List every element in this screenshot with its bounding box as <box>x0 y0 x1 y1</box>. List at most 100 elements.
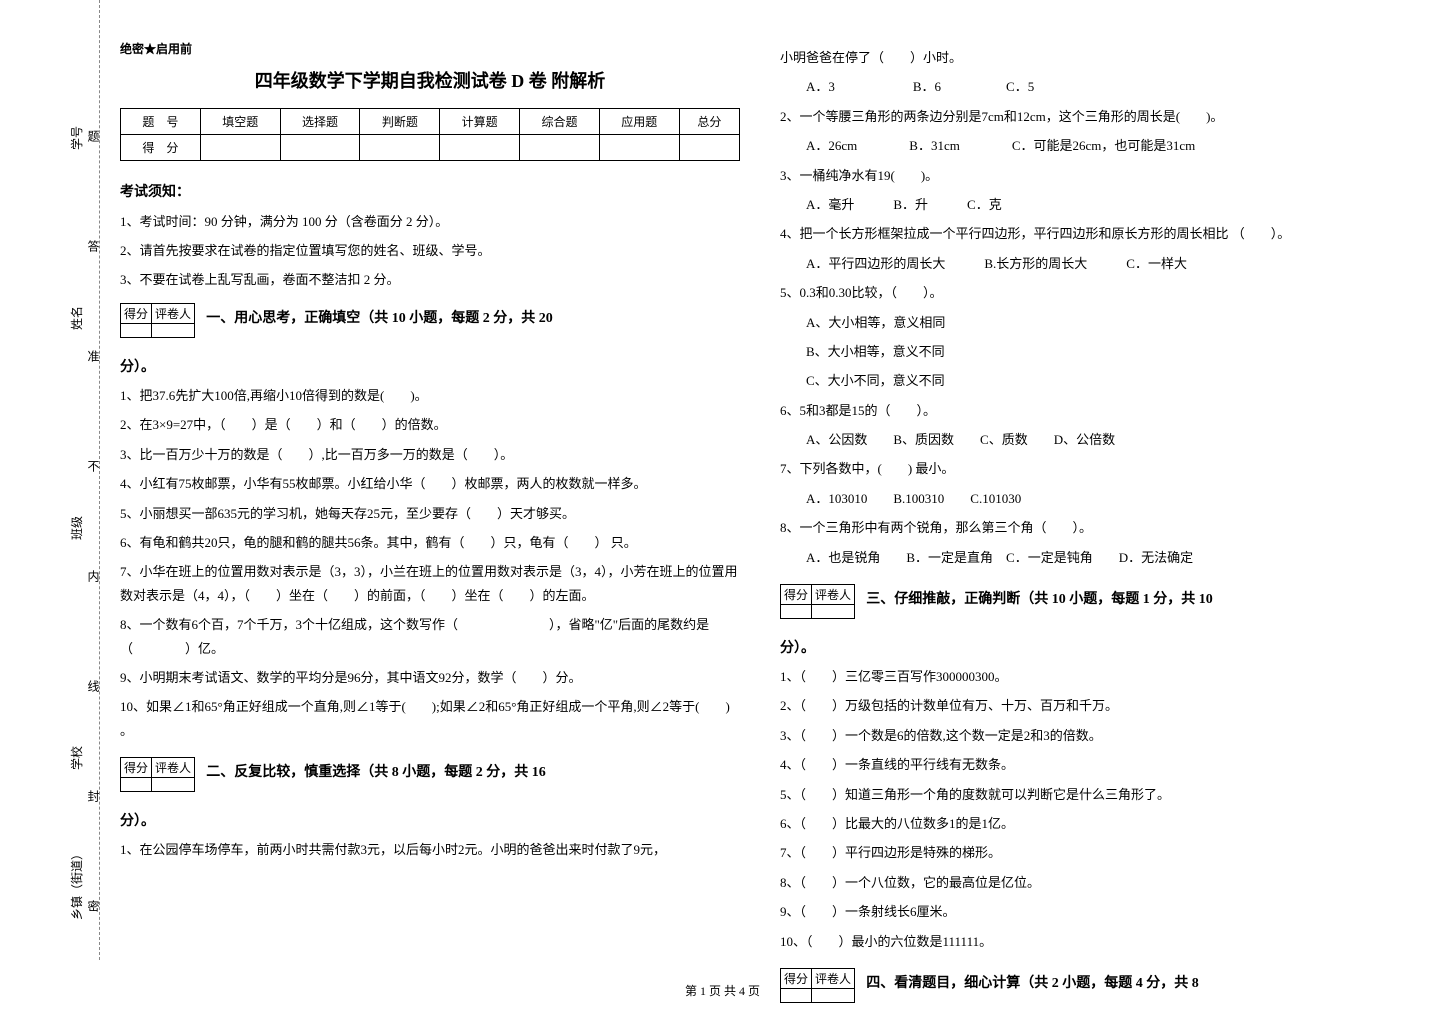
s1-q5: 5、小丽想买一部635元的学习机，她每天存25元，至少要存（ ）天才够买。 <box>120 502 740 525</box>
marker-empty <box>152 778 195 792</box>
marker-reviewer: 评卷人 <box>152 304 195 324</box>
section-1-title-cont: 分）。 <box>120 356 740 376</box>
s2-q3: 3、一桶纯净水有19( )。 <box>780 164 1400 187</box>
s3-q7: 7、（ ）平行四边形是特殊的梯形。 <box>780 841 1400 864</box>
marker-empty <box>812 605 855 619</box>
binding-label-0: 乡镇（街道） <box>68 848 85 920</box>
page-content: 绝密★启用前 四年级数学下学期自我检测试卷 D 卷 附解析 题 号 填空题 选择… <box>120 40 1420 1003</box>
score-table: 题 号 填空题 选择题 判断题 计算题 综合题 应用题 总分 得 分 <box>120 108 740 161</box>
s3-q4: 4、（ ）一条直线的平行线有无数条。 <box>780 753 1400 776</box>
dash-text-2: 线 <box>85 680 102 692</box>
s2-q4: 4、把一个长方形框架拉成一个平行四边形，平行四边形和原长方形的周长相比 （ ）。 <box>780 222 1400 245</box>
s1-q4: 4、小红有75枚邮票，小华有55枚邮票。小红给小华（ ）枚邮票，两人的枚数就一样… <box>120 472 740 495</box>
dash-text-5: 准 <box>85 350 102 362</box>
score-cell <box>520 135 600 161</box>
dash-text-6: 答 <box>85 240 102 252</box>
score-cell <box>280 135 360 161</box>
score-header-2: 选择题 <box>280 109 360 135</box>
score-cell <box>200 135 280 161</box>
main-title: 四年级数学下学期自我检测试卷 D 卷 附解析 <box>120 67 740 93</box>
instructions-heading: 考试须知： <box>120 181 740 201</box>
section-3-title-cont: 分）。 <box>780 637 1400 657</box>
s1-q10: 10、如果∠1和65°角正好组成一个直角,则∠1等于( );如果∠2和65°角正… <box>120 695 740 742</box>
dash-text-0: 密 <box>85 900 102 912</box>
binding-edge: 乡镇（街道） 学校 班级 姓名 学号 密 封 线 内 不 准 答 题 <box>0 0 100 960</box>
section-2-block: 得分评卷人 二、反复比较，慎重选择（共 8 小题，每题 2 分，共 16 <box>120 757 740 792</box>
s2-q5-b: B、大小相等，意义不同 <box>780 340 1400 363</box>
section-3-title: 三、仔细推敲，正确判断（共 10 小题，每题 1 分，共 10 <box>866 592 1213 607</box>
score-cell <box>360 135 440 161</box>
marker-empty <box>781 605 812 619</box>
marker-score: 得分 <box>781 585 812 605</box>
s1-q2: 2、在3×9=27中，（ ）是（ ）和（ ）的倍数。 <box>120 413 740 436</box>
marker-reviewer: 评卷人 <box>152 758 195 778</box>
score-header-4: 计算题 <box>440 109 520 135</box>
s2-q4-opts: A．平行四边形的周长大 B.长方形的周长大 C．一样大 <box>780 252 1400 275</box>
section-2-title-cont: 分）。 <box>120 810 740 830</box>
left-column: 绝密★启用前 四年级数学下学期自我检测试卷 D 卷 附解析 题 号 填空题 选择… <box>120 40 740 1003</box>
binding-label-4: 学号 <box>68 126 85 150</box>
table-row: 题 号 填空题 选择题 判断题 计算题 综合题 应用题 总分 <box>121 109 740 135</box>
s2-q2: 2、一个等腰三角形的两条边分别是7cm和12cm，这个三角形的周长是( )。 <box>780 105 1400 128</box>
s1-q1: 1、把37.6先扩大100倍,再缩小10倍得到的数是( )。 <box>120 384 740 407</box>
s1-q9: 9、小明期末考试语文、数学的平均分是96分，其中语文92分，数学（ ）分。 <box>120 666 740 689</box>
s1-q3: 3、比一百万少十万的数是（ ）,比一百万多一万的数是（ ）。 <box>120 443 740 466</box>
dash-text-4: 不 <box>85 460 102 472</box>
s3-q5: 5、（ ）知道三角形一个角的度数就可以判断它是什么三角形了。 <box>780 783 1400 806</box>
binding-label-3: 姓名 <box>68 306 85 330</box>
score-header-7: 总分 <box>679 109 739 135</box>
s3-q3: 3、（ ）一个数是6的倍数,这个数一定是2和3的倍数。 <box>780 724 1400 747</box>
marker-score: 得分 <box>121 758 152 778</box>
instruction-2: 2、请首先按要求在试卷的指定位置填写您的姓名、班级、学号。 <box>120 240 740 259</box>
s3-q6: 6、（ ）比最大的八位数多1的是1亿。 <box>780 812 1400 835</box>
s2-q8-opts: A．也是锐角 B．一定是直角 C．一定是钝角 D．无法确定 <box>780 546 1400 569</box>
dash-text-3: 内 <box>85 570 102 582</box>
s3-q1: 1、（ ）三亿零三百写作300000300。 <box>780 665 1400 688</box>
s1-q6: 6、有龟和鹤共20只，龟的腿和鹤的腿共56条。其中，鹤有（ ）只，龟有（ ） 只… <box>120 531 740 554</box>
binding-label-1: 学校 <box>68 746 85 770</box>
s2-q8: 8、一个三角形中有两个锐角，那么第三个角（ ）。 <box>780 516 1400 539</box>
s1-q8: 8、一个数有6个百，7个千万，3个十亿组成，这个数写作（ ），省略"亿"后面的尾… <box>120 613 740 660</box>
s2-q6: 6、5和3都是15的（ ）。 <box>780 399 1400 422</box>
s1-q7: 7、小华在班上的位置用数对表示是（3，3），小兰在班上的位置用数对表示是（3，4… <box>120 560 740 607</box>
score-cell <box>599 135 679 161</box>
confidential-label: 绝密★启用前 <box>120 40 740 57</box>
instruction-3: 3、不要在试卷上乱写乱画，卷面不整洁扣 2 分。 <box>120 269 740 288</box>
s2-q1-intro: 1、在公园停车场停车，前两小时共需付款3元，以后每小时2元。小明的爸爸出来时付款… <box>120 838 740 861</box>
s2-q6-opts: A、公因数 B、质因数 C、质数 D、公倍数 <box>780 428 1400 451</box>
section-3-block: 得分评卷人 三、仔细推敲，正确判断（共 10 小题，每题 1 分，共 10 <box>780 584 1400 619</box>
score-row-label: 得 分 <box>121 135 201 161</box>
marker-box-1: 得分评卷人 <box>120 303 195 338</box>
score-cell <box>679 135 739 161</box>
s3-q8: 8、（ ）一个八位数，它的最高位是亿位。 <box>780 871 1400 894</box>
section-1-block: 得分评卷人 一、用心思考，正确填空（共 10 小题，每题 2 分，共 20 <box>120 303 740 338</box>
s2-q1-opts: A．3 B．6 C．5 <box>780 75 1400 98</box>
s2-q2-opts: A．26cm B．31cm C．可能是26cm，也可能是31cm <box>780 134 1400 157</box>
score-header-3: 判断题 <box>360 109 440 135</box>
marker-empty <box>152 324 195 338</box>
s2-q3-opts: A．毫升 B．升 C．克 <box>780 193 1400 216</box>
s2-q5-c: C、大小不同，意义不同 <box>780 369 1400 392</box>
s3-q2: 2、（ ）万级包括的计数单位有万、十万、百万和千万。 <box>780 694 1400 717</box>
marker-reviewer: 评卷人 <box>812 585 855 605</box>
s3-q9: 9、（ ）一条射线长6厘米。 <box>780 900 1400 923</box>
binding-label-2: 班级 <box>68 516 85 540</box>
score-header-0: 题 号 <box>121 109 201 135</box>
section-1-title: 一、用心思考，正确填空（共 10 小题，每题 2 分，共 20 <box>206 311 553 326</box>
s2-q5: 5、0.3和0.30比较，（ ）。 <box>780 281 1400 304</box>
score-header-6: 应用题 <box>599 109 679 135</box>
section-2-title: 二、反复比较，慎重选择（共 8 小题，每题 2 分，共 16 <box>206 765 546 780</box>
score-cell <box>440 135 520 161</box>
dash-text-7: 题 <box>85 130 102 142</box>
s2-q1-cont: 小明爸爸在停了（ ）小时。 <box>780 46 1400 69</box>
marker-box-2: 得分评卷人 <box>120 757 195 792</box>
marker-box-3: 得分评卷人 <box>780 584 855 619</box>
s2-q7: 7、下列各数中，( ) 最小。 <box>780 457 1400 480</box>
marker-score: 得分 <box>121 304 152 324</box>
score-header-1: 填空题 <box>200 109 280 135</box>
page-footer: 第 1 页 共 4 页 <box>0 982 1445 999</box>
right-column: 小明爸爸在停了（ ）小时。 A．3 B．6 C．5 2、一个等腰三角形的两条边分… <box>780 40 1400 1003</box>
marker-empty <box>121 778 152 792</box>
marker-empty <box>121 324 152 338</box>
s3-q10: 10、（ ）最小的六位数是111111。 <box>780 930 1400 953</box>
